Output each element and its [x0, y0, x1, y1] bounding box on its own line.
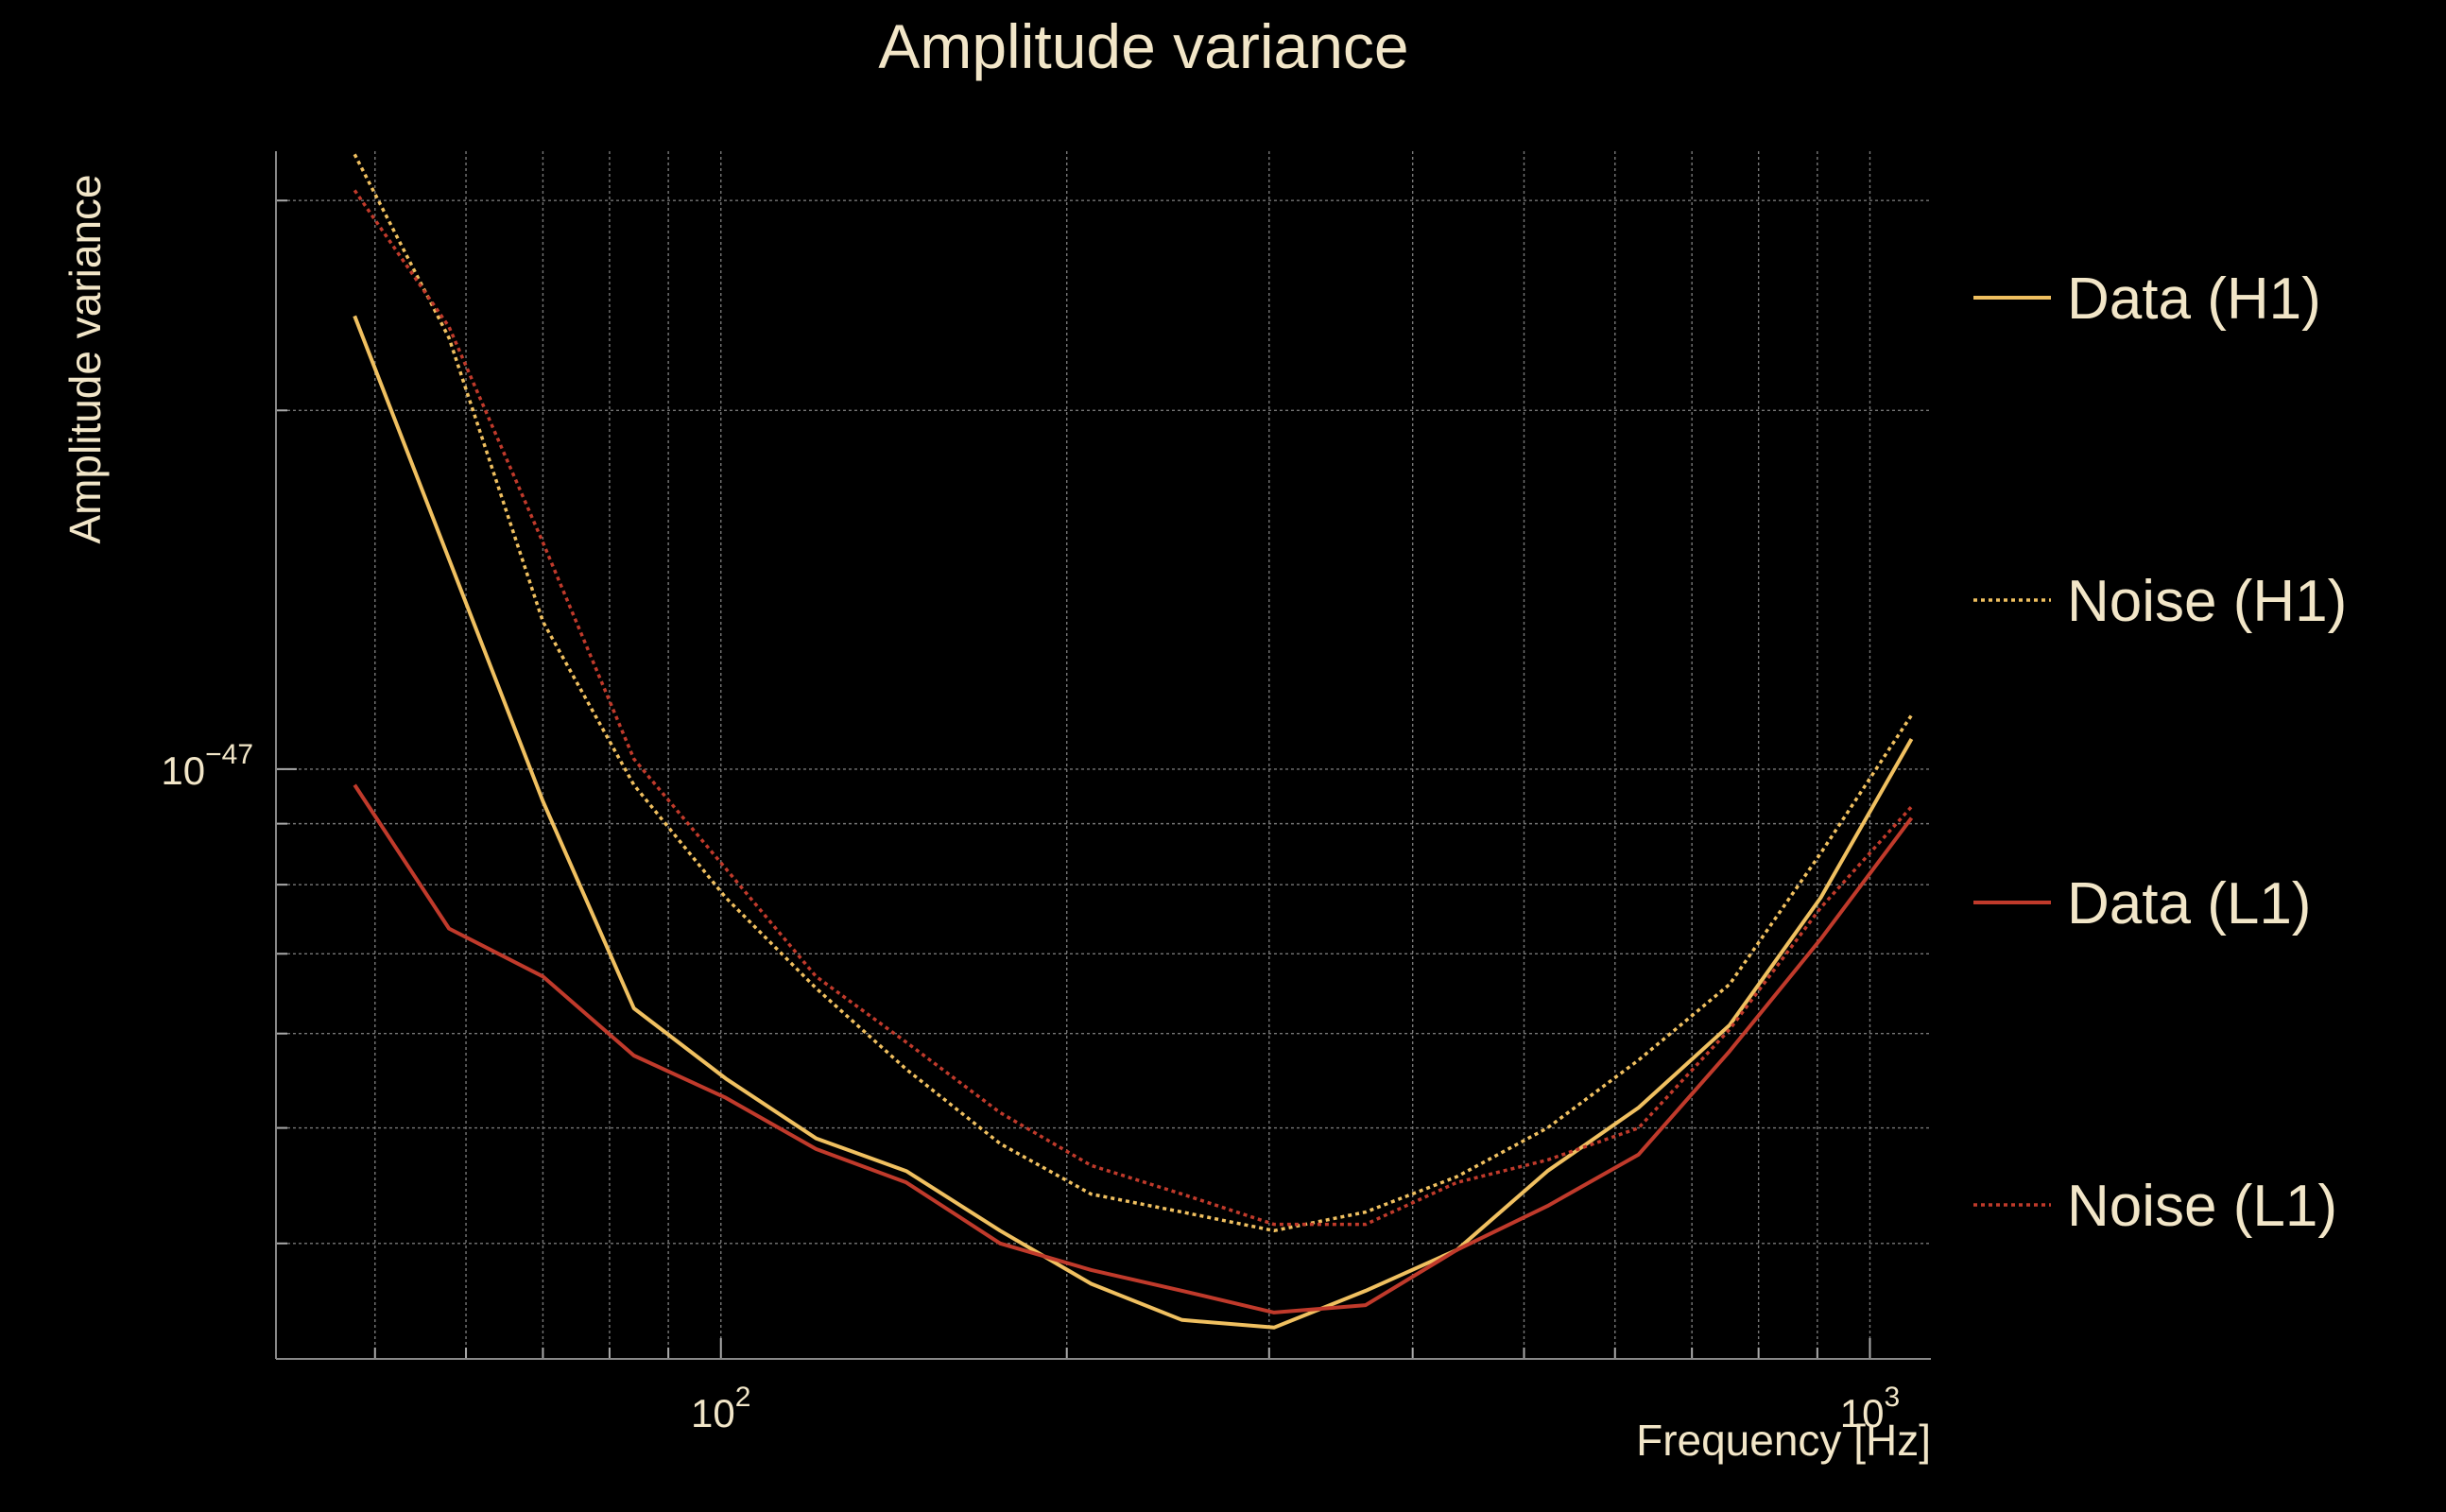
- axes: [275, 151, 1931, 1360]
- legend-label-data-h1: Data (H1): [2067, 266, 2321, 332]
- series-line-data-l1: [353, 783, 1914, 1314]
- series-line-data-h1: [353, 315, 1914, 1330]
- legend-label-data-l1: Data (L1): [2067, 871, 2311, 936]
- legend-label-noise-l1: Noise (L1): [2067, 1174, 2337, 1239]
- y-axis-label: Amplitude variance: [60, 174, 110, 543]
- grid: [276, 151, 1931, 1359]
- x-tick-label: 103: [1840, 1382, 1900, 1435]
- chart-title: Amplitude variance: [878, 11, 1408, 81]
- series-line-noise-h1: [353, 153, 1913, 1233]
- legend-label-noise-h1: Noise (H1): [2067, 569, 2347, 634]
- tick-labels: 102 103 10−47: [161, 739, 1900, 1435]
- legend: Data (H1) Noise (H1) Data (L1) Noise (L1): [1973, 266, 2347, 1239]
- series-line-noise-l1: [353, 189, 1913, 1227]
- series-layer: [353, 153, 1914, 1330]
- x-axis-label: Frequency [Hz]: [1636, 1416, 1931, 1465]
- x-tick-label: 102: [691, 1382, 750, 1435]
- y-tick-label: 10−47: [161, 739, 253, 793]
